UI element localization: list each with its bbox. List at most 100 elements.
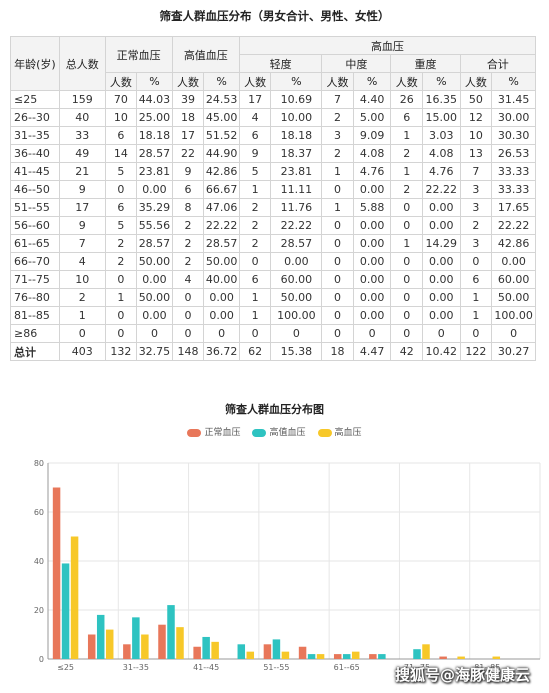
table-cell: 0.00: [352, 270, 392, 289]
x-tick-label: ≤25: [57, 663, 74, 672]
bar[interactable]: [61, 563, 70, 659]
bar[interactable]: [439, 656, 447, 659]
bar[interactable]: [132, 617, 140, 659]
legend-item[interactable]: 正常血压: [187, 425, 240, 438]
table-cell: 50: [459, 90, 493, 109]
table-cell: 21: [58, 162, 106, 181]
bar[interactable]: [237, 644, 246, 659]
table-cell: 30.30: [491, 126, 536, 145]
table-cell: 28.57: [203, 234, 240, 253]
table-cell: 6: [171, 180, 205, 199]
table-cell: 0: [203, 324, 240, 343]
table-cell: 0: [238, 324, 272, 343]
bar[interactable]: [492, 656, 501, 659]
table-cell: 10.69: [270, 90, 323, 109]
table-cell: 0: [352, 324, 392, 343]
table-cell: 6: [459, 270, 493, 289]
table-cell: 0.00: [352, 306, 392, 325]
table-title: 筛查人群血压分布（男女合计、男性、女性）: [159, 9, 390, 23]
table-cell: 50.00: [270, 288, 323, 307]
table-cell: 70: [104, 90, 138, 109]
table-cell: 18.18: [136, 126, 173, 145]
x-tick-label: 31--35: [123, 663, 149, 672]
table-cell: 0.00: [352, 234, 392, 253]
table-row: 41--45 21 5 23.81 9 42.86 5 23.81 1 4.76 1 4.76 7 33.…: [10, 162, 536, 181]
x-tick-label: 51--55: [263, 663, 289, 672]
bar[interactable]: [333, 654, 342, 659]
table-cell: 40.00: [203, 270, 240, 289]
header-hypertension: 高血压: [238, 36, 537, 55]
bar[interactable]: [167, 605, 175, 659]
bar[interactable]: [413, 649, 421, 659]
bar[interactable]: [141, 634, 149, 660]
table-cell: 0: [321, 324, 354, 343]
bar[interactable]: [457, 656, 465, 659]
bar[interactable]: [272, 639, 281, 659]
bar[interactable]: [298, 646, 307, 659]
legend-label: 高值血压: [269, 428, 306, 438]
bar-chart: 0 20 40 60 80 ≤25 31--35 41--45 51--55 61--65 71--…: [34, 459, 541, 672]
total-cell: 10.42: [421, 342, 461, 361]
bar[interactable]: [316, 654, 325, 659]
bar[interactable]: [281, 651, 290, 659]
table-row: 56--60 9 5 55.56 2 22.22 2 22.22 0 0.00 0 0.00 2 22.2…: [10, 216, 536, 235]
bar[interactable]: [351, 651, 360, 659]
legend-item[interactable]: 高值血压: [252, 425, 306, 438]
table-cell: 66.67: [203, 180, 240, 199]
table-cell: 0.00: [352, 288, 392, 307]
header-age: 年龄(岁): [10, 36, 60, 91]
table-cell: 6: [104, 126, 138, 145]
bar[interactable]: [105, 629, 114, 659]
table-cell: 2: [104, 234, 138, 253]
table-cell: 18.18: [270, 126, 323, 145]
legend-label: 高血压: [334, 428, 362, 438]
total-cell: 36.72: [203, 342, 240, 361]
header-count: 人数: [321, 72, 354, 91]
header-count: 人数: [238, 72, 272, 91]
table-cell: 159: [58, 90, 106, 109]
bar[interactable]: [342, 654, 351, 659]
bar[interactable]: [70, 536, 79, 660]
table-cell: 25.00: [136, 108, 173, 127]
table-cell: 33: [58, 126, 106, 145]
table-cell: 47.06: [203, 198, 240, 217]
bar[interactable]: [123, 644, 131, 659]
table-cell: 39: [171, 90, 205, 109]
table-cell: 0.00: [421, 306, 461, 325]
bar[interactable]: [52, 487, 61, 660]
legend-item[interactable]: 高血压: [317, 425, 362, 438]
table-cell: 22.22: [270, 216, 323, 235]
bar[interactable]: [87, 634, 96, 660]
row-age-label: 26--30: [10, 108, 60, 127]
bar[interactable]: [422, 644, 430, 659]
table-cell: 55.56: [136, 216, 173, 235]
header-pct: %: [421, 72, 461, 91]
total-label: 总计: [10, 342, 60, 361]
table-cell: 2: [238, 198, 272, 217]
row-age-label: 56--60: [10, 216, 60, 235]
table-cell: 1: [390, 234, 423, 253]
table-cell: 0.00: [421, 288, 461, 307]
table-cell: 1: [238, 180, 272, 199]
bar[interactable]: [211, 641, 219, 659]
bar[interactable]: [378, 654, 386, 659]
table-cell: 3: [459, 234, 493, 253]
bar[interactable]: [158, 624, 166, 659]
table-row: ≥86 0 0 0 0 0 0 0 0 0 0 0 0 0: [10, 324, 536, 343]
table-cell: 1: [238, 306, 272, 325]
table-cell: 0: [321, 252, 354, 271]
bar[interactable]: [176, 627, 184, 659]
bar[interactable]: [96, 614, 105, 659]
table-cell: 3.03: [421, 126, 461, 145]
table-cell: 26: [390, 90, 423, 109]
bar[interactable]: [193, 646, 201, 659]
table-cell: 0.00: [203, 288, 240, 307]
bar[interactable]: [369, 654, 377, 659]
bar[interactable]: [263, 644, 272, 659]
header-pct: %: [136, 72, 173, 91]
table-cell: 33.33: [491, 162, 536, 181]
bar[interactable]: [202, 636, 210, 659]
bar[interactable]: [307, 654, 316, 659]
total-cell: 132: [104, 342, 138, 361]
bar[interactable]: [246, 651, 255, 659]
